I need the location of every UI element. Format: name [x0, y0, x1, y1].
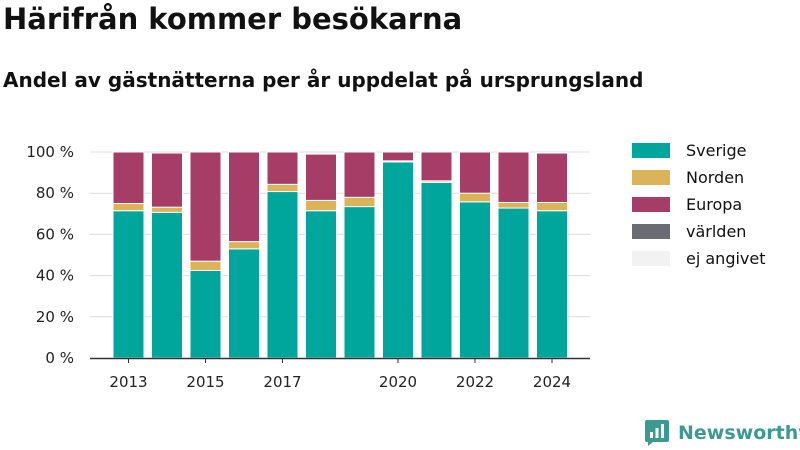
chart-subtitle: Andel av gästnätterna per år uppdelat på…	[3, 68, 644, 92]
legend-swatch	[632, 143, 670, 158]
bar-segment	[151, 211, 183, 359]
legend-item: världen	[632, 218, 800, 245]
bar-segment	[536, 201, 568, 212]
y-tick-label: 40 %	[36, 267, 74, 285]
bar-segment	[459, 192, 491, 203]
legend-swatch	[632, 197, 670, 212]
legend-item: Norden	[632, 164, 800, 191]
bar-segment	[420, 181, 453, 359]
bar-segment	[343, 196, 376, 208]
y-tick-label: 0 %	[45, 349, 74, 367]
legend-label: ej angivet	[686, 249, 766, 268]
bar-segment	[112, 203, 145, 212]
bar-segment	[189, 151, 222, 262]
bar-segment	[189, 260, 222, 271]
chart-title: Härifrån kommer besökarna	[3, 2, 463, 36]
bar-segment	[266, 151, 299, 185]
brand-logo: Newsworthy	[644, 419, 800, 447]
legend-swatch	[632, 251, 670, 266]
bar-segment	[112, 210, 145, 359]
bar-segment	[459, 151, 491, 194]
y-tick-label: 80 %	[36, 184, 74, 202]
legend-swatch	[632, 170, 670, 185]
x-tick-label: 2020	[379, 373, 417, 391]
bar-segment	[497, 151, 530, 203]
x-tick-label: 2013	[109, 373, 147, 391]
x-tick-label: 2015	[186, 373, 224, 391]
bar-segment	[228, 151, 260, 243]
bar-segment	[497, 207, 530, 359]
legend-item: ej angivet	[632, 245, 800, 272]
bar-segment	[151, 206, 183, 213]
legend-item: Sverige	[632, 137, 800, 164]
bar-segment	[228, 248, 260, 359]
bar-segment	[420, 151, 453, 182]
legend-label: världen	[686, 222, 747, 241]
bar-segment	[382, 161, 414, 359]
bar-segment	[266, 191, 299, 359]
legend-label: Sverige	[686, 141, 747, 160]
x-tick-label: 2017	[263, 373, 301, 391]
bar-segment	[536, 210, 568, 359]
bar-segment	[305, 210, 337, 359]
bar-segment	[112, 151, 145, 204]
legend-swatch	[632, 224, 670, 239]
bar-segment	[266, 183, 299, 193]
bar-segment	[343, 206, 376, 359]
bar-segment	[151, 152, 183, 208]
legend-label: Europa	[686, 195, 743, 214]
x-tick-label: 2022	[456, 373, 494, 391]
legend-item: Europa	[632, 191, 800, 218]
y-tick-label: 60 %	[36, 225, 74, 243]
bar-segment	[382, 151, 414, 162]
bar-segment	[228, 241, 260, 250]
bar-segment	[305, 199, 337, 212]
bar-segment	[305, 153, 337, 201]
y-tick-label: 20 %	[36, 308, 74, 326]
bar-segment	[536, 152, 568, 203]
newsworthy-logo-icon	[645, 420, 669, 446]
bar-segment	[536, 151, 568, 154]
bar-segment	[497, 201, 530, 209]
bar-segment	[343, 151, 376, 198]
y-tick-label: 100 %	[26, 143, 74, 161]
bar-segment	[189, 269, 222, 359]
brand-name: Newsworthy	[678, 422, 800, 444]
x-tick-label: 2024	[533, 373, 571, 391]
chart-legend: Sverige Norden Europa världen ej angivet	[632, 137, 800, 272]
legend-label: Norden	[686, 168, 745, 187]
bar-segment	[459, 201, 491, 359]
